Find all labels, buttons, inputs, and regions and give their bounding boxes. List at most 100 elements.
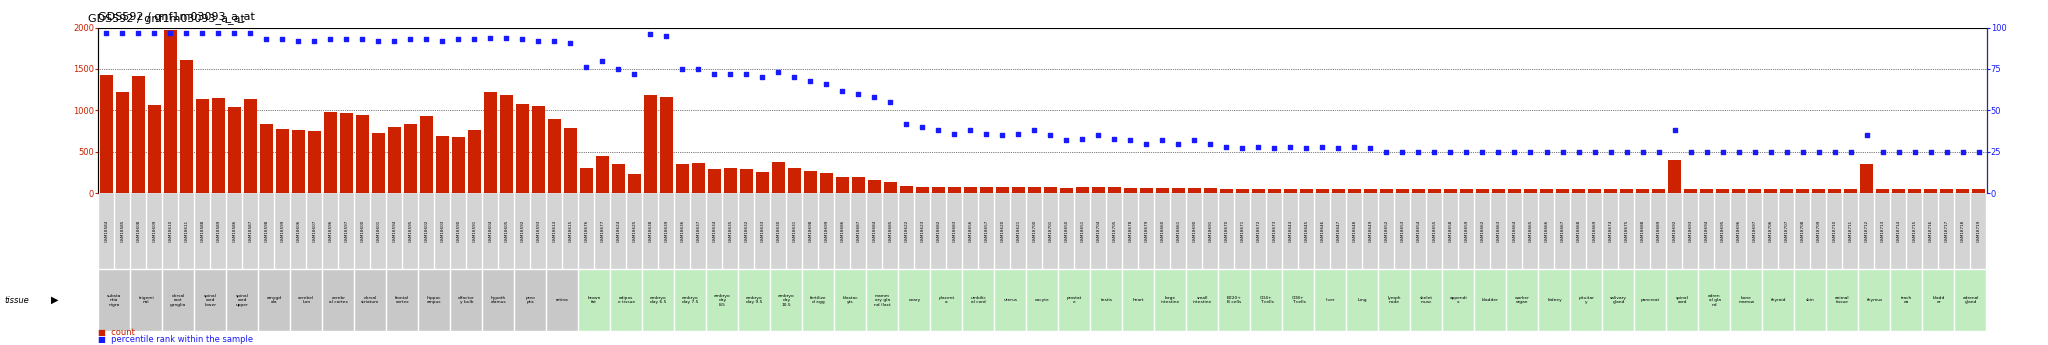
Text: preo
ptic: preo ptic [526,296,535,304]
Text: heart: heart [1133,298,1145,302]
Bar [356,115,369,193]
FancyBboxPatch shape [1810,193,1825,269]
FancyBboxPatch shape [1571,193,1585,269]
FancyBboxPatch shape [1475,193,1489,269]
Point [1690,149,1722,155]
Point [938,131,971,136]
Text: bladd
er: bladd er [1933,296,1946,304]
FancyBboxPatch shape [883,193,897,269]
FancyBboxPatch shape [164,193,178,269]
FancyBboxPatch shape [676,270,707,331]
FancyBboxPatch shape [995,193,1010,269]
Text: spinal
cord
lower: spinal cord lower [205,294,217,307]
Text: pituitar
y: pituitar y [1579,296,1595,304]
FancyBboxPatch shape [451,270,481,331]
Text: GSM18705: GSM18705 [1112,220,1116,242]
FancyBboxPatch shape [516,193,530,269]
FancyBboxPatch shape [1092,270,1122,331]
FancyBboxPatch shape [610,270,641,331]
Text: GSM18691: GSM18691 [1208,220,1212,242]
Point [186,30,219,35]
Point [442,37,475,42]
FancyBboxPatch shape [1716,193,1731,269]
FancyBboxPatch shape [483,193,498,269]
Point [1546,149,1579,155]
FancyBboxPatch shape [1122,193,1137,269]
Point [1051,137,1083,143]
Text: GSM18622: GSM18622 [905,220,909,242]
FancyBboxPatch shape [1700,193,1714,269]
Text: GSM18706: GSM18706 [1769,220,1772,242]
Point [1898,149,1931,155]
FancyBboxPatch shape [1540,270,1569,331]
Text: hippoc
ampus: hippoc ampus [428,296,442,304]
Point [1323,146,1356,151]
Text: GSM18649: GSM18649 [1368,220,1372,242]
Point [602,66,635,72]
Text: tissue: tissue [4,296,29,305]
Text: GSM18624: GSM18624 [616,220,621,242]
Bar [532,106,545,193]
Point [539,38,571,43]
Text: amygd
ala: amygd ala [266,296,283,304]
Text: ovary: ovary [909,298,920,302]
FancyBboxPatch shape [1571,270,1602,331]
Text: GSM18669: GSM18669 [1593,220,1597,242]
Bar [1364,189,1376,193]
FancyBboxPatch shape [1411,270,1442,331]
FancyBboxPatch shape [963,270,993,331]
FancyBboxPatch shape [1315,270,1346,331]
Point [569,65,602,70]
Point [170,30,203,35]
Text: GSM18646: GSM18646 [1321,220,1325,242]
Text: GSM18683: GSM18683 [952,220,956,242]
Text: GSM18693: GSM18693 [1688,220,1692,242]
Text: GSM18660: GSM18660 [1161,220,1165,242]
Text: GSM18586: GSM18586 [231,220,236,242]
Text: GSM18653: GSM18653 [1401,220,1405,242]
FancyBboxPatch shape [786,193,801,269]
Text: olfactor
y bulb: olfactor y bulb [459,296,475,304]
Text: GSM18601: GSM18601 [377,220,381,242]
FancyBboxPatch shape [1731,270,1761,331]
FancyBboxPatch shape [819,193,834,269]
FancyBboxPatch shape [387,193,401,269]
Text: B220+
B cells: B220+ B cells [1227,296,1241,304]
Bar [500,95,514,193]
Text: GSM18631: GSM18631 [793,220,797,242]
Point [1866,149,1898,155]
Point [1706,149,1739,155]
Text: GSM18670: GSM18670 [1225,220,1229,242]
Bar [1571,189,1585,193]
Text: adrenal
gland: adrenal gland [1962,296,1978,304]
Point [586,58,618,63]
Text: GSM18690: GSM18690 [1192,220,1196,242]
FancyBboxPatch shape [1012,193,1026,269]
FancyBboxPatch shape [836,193,850,269]
Text: GSM18712: GSM18712 [1864,220,1868,242]
Point [1450,149,1483,155]
FancyBboxPatch shape [211,193,225,269]
FancyBboxPatch shape [1634,270,1665,331]
Bar [1444,189,1458,193]
FancyBboxPatch shape [1364,193,1378,269]
Point [522,38,555,43]
FancyBboxPatch shape [1763,270,1794,331]
FancyBboxPatch shape [1042,193,1057,269]
Point [715,71,748,77]
Point [1915,149,1948,155]
Text: GSM18715: GSM18715 [1913,220,1917,242]
FancyBboxPatch shape [1843,193,1858,269]
Bar [596,156,608,193]
Point [1593,149,1626,155]
Point [1147,137,1180,143]
Bar [1780,189,1794,193]
FancyBboxPatch shape [580,270,610,331]
Bar [899,186,913,193]
FancyBboxPatch shape [1284,193,1298,269]
FancyBboxPatch shape [1763,193,1778,269]
Bar [932,187,946,193]
Bar [516,104,528,193]
FancyBboxPatch shape [354,193,369,269]
Bar [852,177,864,193]
